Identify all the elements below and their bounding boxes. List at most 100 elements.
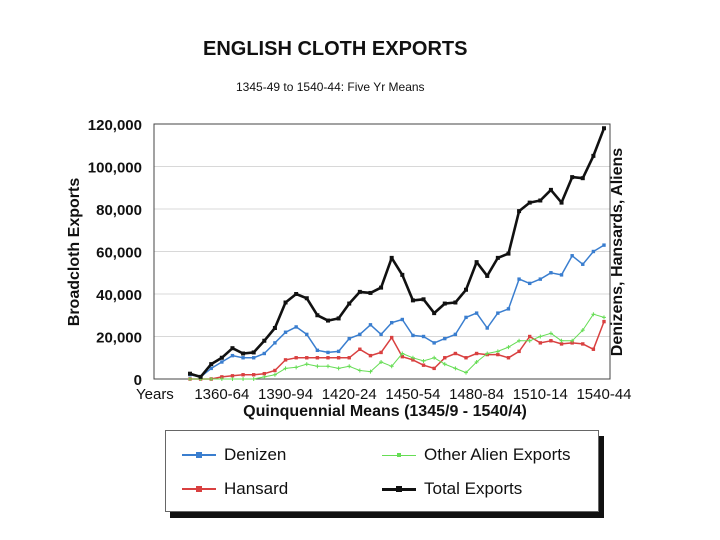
data-point [230, 377, 235, 381]
data-point [496, 352, 500, 357]
data-point [485, 273, 490, 278]
data-point [347, 356, 351, 360]
y-tick-label: 40,000 [96, 287, 142, 304]
data-point [368, 323, 373, 327]
y-tick-label: 60,000 [96, 245, 142, 262]
data-point [443, 336, 447, 341]
legend-swatch-hansard [182, 484, 216, 494]
data-point [464, 356, 468, 360]
data-point [559, 200, 564, 205]
data-point [283, 300, 288, 305]
legend-label: Other Alien Exports [424, 445, 571, 464]
data-point [315, 348, 320, 353]
data-point [548, 187, 553, 192]
x-tick-label: 1450-54 [385, 386, 440, 403]
data-point [251, 356, 256, 360]
data-point [495, 349, 500, 354]
plot-frame [153, 123, 611, 380]
y-tick-label: 20,000 [96, 330, 142, 347]
data-point [262, 374, 267, 379]
data-point [485, 351, 490, 356]
y-axis: 0 20,000 40,000 60,000 80,000 100,000 120,000 [88, 117, 142, 389]
data-point [602, 126, 606, 131]
data-point [230, 353, 235, 358]
data-point [591, 312, 596, 317]
data-point [591, 347, 596, 351]
data-point [294, 356, 298, 360]
data-point [421, 358, 426, 363]
x-tick-label: 1510-14 [513, 386, 568, 403]
data-point [442, 362, 447, 367]
series-line-denizen [189, 244, 605, 378]
data-point [410, 298, 415, 303]
legend-item-hansard: Hansard [182, 479, 288, 499]
data-point [336, 316, 341, 321]
data-point [506, 345, 511, 350]
data-point [464, 315, 468, 320]
data-point [336, 356, 341, 360]
legend-swatch-total [382, 484, 416, 494]
data-point [527, 281, 532, 286]
data-point [538, 341, 543, 345]
chart-title: ENGLISH CLOTH EXPORTS [203, 38, 468, 60]
series-other-alien-exports [188, 312, 606, 381]
data-point [188, 371, 192, 376]
data-point [251, 377, 256, 381]
data-point [326, 318, 330, 323]
data-point [411, 358, 415, 362]
y-tick-label: 100,000 [88, 160, 142, 177]
data-point [219, 377, 224, 381]
data-point [464, 370, 468, 375]
data-point [495, 255, 500, 260]
data-point [219, 355, 224, 360]
data-point [283, 358, 288, 362]
data-point [432, 366, 436, 371]
x-tick-label: 1540-44 [576, 386, 631, 403]
data-point [336, 366, 341, 371]
data-point [581, 342, 585, 346]
data-point [283, 330, 288, 334]
data-point [241, 377, 246, 381]
data-point [379, 285, 384, 290]
data-point [326, 356, 330, 360]
data-point [570, 175, 575, 180]
data-point [304, 296, 309, 301]
data-point [517, 277, 521, 281]
data-point [273, 368, 277, 373]
legend-item-denizen: Denizen [182, 445, 286, 465]
data-point [581, 262, 585, 266]
data-point [368, 353, 373, 358]
data-point [453, 351, 458, 356]
data-point [453, 332, 458, 337]
data-point [517, 338, 522, 343]
series-line-hansard [190, 321, 605, 380]
data-point [400, 354, 405, 359]
legend-label: Denizen [224, 445, 287, 464]
data-point [315, 313, 320, 318]
data-point [379, 332, 383, 337]
data-point [305, 332, 309, 337]
x-axis-label: Quinquennial Means (1345/9 - 1540/4) [243, 403, 527, 420]
data-point [389, 320, 394, 325]
data-point [368, 369, 373, 374]
data-point [262, 338, 267, 343]
data-point [410, 355, 415, 360]
data-point [336, 349, 341, 354]
data-point [474, 360, 479, 364]
data-point [443, 356, 447, 360]
data-point [432, 341, 436, 345]
data-point [432, 311, 437, 316]
data-point [358, 347, 362, 351]
data-point [209, 366, 213, 371]
data-point [421, 363, 426, 367]
data-point [209, 362, 214, 367]
data-point [358, 332, 362, 337]
data-point [559, 342, 564, 346]
data-point [315, 356, 320, 360]
x-tick-label: 1360-64 [194, 386, 249, 403]
data-point [474, 260, 479, 265]
data-point [559, 338, 564, 343]
data-point [549, 339, 553, 343]
data-point [559, 273, 564, 277]
